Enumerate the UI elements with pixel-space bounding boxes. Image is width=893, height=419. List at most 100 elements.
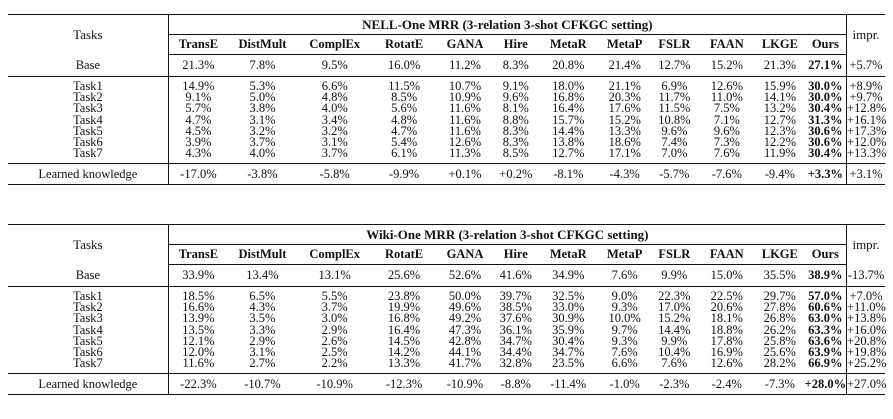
table-row: Base 21.3% 7.8% 9.5% 16.0% 11.2% 8.3% 20.8% 21.4… bbox=[8, 54, 885, 77]
value-cell: 15.9% bbox=[763, 79, 797, 93]
value-cell: 3.5% bbox=[249, 311, 276, 326]
value-cell: 34.7% bbox=[499, 333, 532, 348]
value-cell: 34.9% bbox=[537, 264, 600, 287]
value-cell: 2.7% bbox=[249, 356, 276, 371]
value-cell: 36.1% bbox=[499, 322, 532, 337]
value-cell: 16.6% bbox=[182, 300, 215, 315]
column-header: TransE bbox=[168, 34, 229, 55]
table-row: Task1 14.9% 5.3% 6.6% 11.5% 10.7% 9.1% 18.0% 21.… bbox=[8, 76, 885, 93]
ours-cell: 30.6% bbox=[808, 123, 843, 138]
table-row: Learned knowledge -17.0% -3.8% -5.8% -9.9% +0… bbox=[8, 163, 885, 186]
value-cell: 6.5% bbox=[249, 289, 276, 303]
value-cell: 5.0% bbox=[249, 90, 276, 105]
ours-cell: 63.6% bbox=[808, 333, 843, 348]
value-cell: 2.9% bbox=[321, 322, 348, 337]
table-row: Task3 13.9% 3.5% 3.0% 16.8% 49.2% 37.6% 30.9% 10… bbox=[8, 311, 887, 326]
value-cell: 25.8% bbox=[763, 333, 796, 348]
value-cell: 6.9% bbox=[661, 79, 688, 93]
value-cell: 17.6% bbox=[608, 101, 641, 116]
value-cell: 3.1% bbox=[321, 135, 348, 150]
value-cell: 23.5% bbox=[552, 356, 585, 371]
value-cell: 18.5% bbox=[182, 289, 215, 303]
value-cell: 12.1% bbox=[182, 333, 215, 348]
value-cell: 15.2% bbox=[698, 54, 756, 77]
value-cell: 27.8% bbox=[763, 300, 796, 315]
value-cell: 5.5% bbox=[321, 289, 348, 303]
column-header: MetaP bbox=[599, 34, 651, 55]
value-cell: 32.8% bbox=[499, 356, 532, 371]
ours-cell: 63.9% bbox=[808, 345, 843, 360]
value-cell: 10.7% bbox=[448, 79, 482, 93]
value-cell: 11.9% bbox=[763, 146, 796, 161]
value-cell: -12.3% bbox=[372, 373, 436, 396]
value-cell: 9.5% bbox=[296, 54, 373, 77]
table-row: Task4 13.5% 3.3% 2.9% 16.4% 47.3% 36.1% 35.9% 9.… bbox=[8, 322, 886, 337]
row-label: Task6 bbox=[8, 346, 169, 358]
value-cell: 18.6% bbox=[608, 135, 641, 150]
value-cell: 15.7% bbox=[552, 112, 585, 127]
ours-cell: 30.6% bbox=[808, 135, 843, 150]
value-cell: 11.3% bbox=[449, 146, 481, 161]
ours-cell: +28.0% bbox=[804, 373, 847, 396]
value-cell: -8.8% bbox=[494, 373, 538, 396]
ours-cell: 66.9% bbox=[808, 356, 843, 371]
value-cell: 44.1% bbox=[448, 345, 482, 360]
value-cell: 4.0% bbox=[249, 146, 276, 161]
column-header: FAAN bbox=[698, 34, 756, 55]
value-cell: 20.3% bbox=[608, 90, 641, 105]
value-cell: 7.6% bbox=[661, 356, 688, 371]
value-cell: 25.6% bbox=[763, 345, 796, 360]
row-label: Task5 bbox=[8, 334, 169, 347]
value-cell: 13.2% bbox=[763, 101, 797, 116]
value-cell: 28.2% bbox=[763, 356, 796, 371]
value-cell: 8.1% bbox=[502, 101, 529, 116]
value-cell: 9.1% bbox=[502, 79, 529, 93]
impr-cell: +13.8% bbox=[846, 311, 887, 326]
value-cell: 9.6% bbox=[713, 123, 740, 138]
value-cell: 5.6% bbox=[391, 101, 418, 116]
table-row: Task1 18.5% 6.5% 5.5% 23.8% 50.0% 39.7% 32.5% 9.… bbox=[8, 286, 885, 303]
value-cell: 9.9% bbox=[661, 333, 688, 348]
value-cell: 26.2% bbox=[763, 322, 796, 337]
value-cell: 19.9% bbox=[387, 300, 421, 315]
value-cell: 52.6% bbox=[435, 264, 495, 287]
value-cell: 13.1% bbox=[296, 264, 373, 287]
tasks-header: Tasks bbox=[8, 224, 169, 265]
row-label: Task4 bbox=[8, 323, 169, 336]
table-row: Task7 4.3% 4.0% 3.7% 6.1% 11.3% 8.5% 12.7% 17.1%… bbox=[8, 146, 886, 164]
value-cell: -7.3% bbox=[754, 373, 805, 396]
column-header: DistMult bbox=[228, 244, 297, 265]
column-header: LKGE bbox=[755, 34, 805, 55]
value-cell: -5.8% bbox=[296, 163, 373, 186]
value-cell: 9.3% bbox=[611, 300, 638, 315]
value-cell: 16.9% bbox=[710, 345, 743, 360]
value-cell: 35.9% bbox=[552, 322, 585, 337]
nell-one-table: Tasks NELL-One MRR (3-relation 3-shot CFK… bbox=[8, 14, 886, 186]
column-header: Hire bbox=[494, 34, 538, 55]
value-cell: 3.7% bbox=[321, 300, 348, 315]
table-row: Learned knowledge -22.3% -10.7% -10.9% -12.3… bbox=[8, 373, 886, 396]
row-label: Task1 bbox=[8, 76, 169, 93]
value-cell: 13.3% bbox=[608, 123, 641, 138]
value-cell: -9.9% bbox=[372, 163, 436, 186]
table-row: Task7 11.6% 2.7% 2.2% 13.3% 41.7% 32.8% 23.5% 6.… bbox=[8, 356, 886, 374]
value-cell: 34.7% bbox=[552, 345, 585, 360]
value-cell: 8.3% bbox=[494, 54, 538, 77]
value-cell: 14.2% bbox=[387, 345, 421, 360]
row-label: Task7 bbox=[8, 357, 169, 374]
ours-cell: 30.0% bbox=[808, 79, 843, 93]
value-cell: 11.7% bbox=[658, 90, 691, 105]
value-cell: 7.4% bbox=[661, 135, 688, 150]
value-cell: +0.1% bbox=[435, 163, 495, 186]
value-cell: -10.7% bbox=[228, 373, 297, 396]
tasks-header: Tasks bbox=[8, 14, 169, 55]
value-cell: 3.2% bbox=[321, 123, 348, 138]
row-label: Task6 bbox=[8, 136, 169, 148]
value-cell: 12.6% bbox=[710, 79, 743, 93]
impr-cell: +9.7% bbox=[846, 91, 885, 104]
value-cell: 7.0% bbox=[661, 146, 688, 161]
impr-cell: +11.0% bbox=[846, 300, 886, 315]
value-cell: 11.2% bbox=[435, 54, 495, 77]
value-cell: 4.8% bbox=[391, 112, 418, 127]
value-cell: 12.3% bbox=[763, 123, 797, 138]
